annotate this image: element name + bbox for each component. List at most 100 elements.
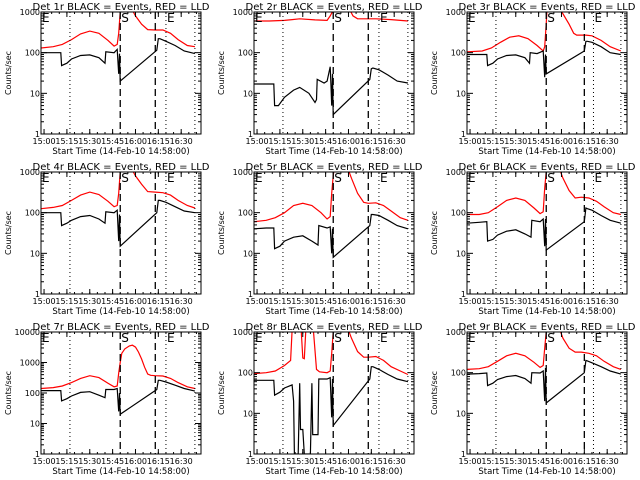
x-tick-label: 15:45 xyxy=(527,457,550,466)
y-tick-label: 1000 xyxy=(446,8,466,17)
x-tick-label: 15:15 xyxy=(481,137,504,146)
x-tick-label: 15:00 xyxy=(33,297,56,306)
panel-title: Det 9r BLACK = Events, RED = LLD xyxy=(459,322,636,333)
marker-label-e: E xyxy=(167,331,175,345)
y-tick-label: 10 xyxy=(243,409,253,418)
x-tick-label: 16:15 xyxy=(360,137,383,146)
events-series-line xyxy=(254,213,409,259)
panel-title: Det 2r BLACK = Events, RED = LLD xyxy=(246,2,423,13)
y-tick-label: 1 xyxy=(248,290,253,299)
x-tick-label: 15:30 xyxy=(504,297,527,306)
y-tick-label: 10 xyxy=(456,409,466,418)
y-axis-label: Counts/sec xyxy=(217,51,226,95)
x-tick-label: 16:30 xyxy=(383,137,406,146)
marker-label-e: E xyxy=(380,171,388,185)
y-axis-label: Counts/sec xyxy=(4,211,13,255)
y-tick-label: 10 xyxy=(243,249,253,258)
x-tick-label: 15:45 xyxy=(527,137,550,146)
y-tick-label: 100 xyxy=(25,389,40,398)
events-series-line xyxy=(41,38,196,83)
lld-series-line xyxy=(467,172,622,216)
x-tick-label: 16:30 xyxy=(170,457,193,466)
x-tick-label: 15:30 xyxy=(78,457,101,466)
y-tick-label: 1 xyxy=(461,450,466,459)
x-tick-label: 15:45 xyxy=(101,297,124,306)
x-tick-label: 15:45 xyxy=(314,457,337,466)
x-tick-label: 16:15 xyxy=(573,457,596,466)
y-axis-label: Counts/sec xyxy=(430,371,439,415)
y-axis-label: Counts/sec xyxy=(217,211,226,255)
y-tick-label: 100 xyxy=(238,209,253,218)
marker-label-s: S xyxy=(334,331,342,345)
x-tick-label: 16:00 xyxy=(550,457,573,466)
x-tick-label: 16:30 xyxy=(170,297,193,306)
y-tick-label: 1000 xyxy=(20,8,40,17)
y-tick-label: 1 xyxy=(461,130,466,139)
x-tick-label: 16:30 xyxy=(383,457,406,466)
marker-label-s: S xyxy=(547,171,555,185)
events-series-line xyxy=(254,366,409,454)
x-tick-label: 16:15 xyxy=(147,457,170,466)
x-axis-label: Start Time (14-Feb-10 14:58:00) xyxy=(265,467,402,477)
plot-frame xyxy=(40,171,202,295)
events-series-line xyxy=(41,199,195,248)
y-tick-label: 1000 xyxy=(233,328,253,337)
plot-frame xyxy=(40,331,202,455)
y-tick-label: 1000 xyxy=(20,359,40,368)
x-tick-label: 16:15 xyxy=(573,137,596,146)
y-tick-label: 10 xyxy=(30,420,40,429)
y-tick-label: 100 xyxy=(238,49,253,58)
x-axis-label: Start Time (14-Feb-10 14:58:00) xyxy=(478,467,615,477)
lld-series-line xyxy=(41,172,196,210)
y-tick-label: 10 xyxy=(456,89,466,98)
x-tick-label: 15:15 xyxy=(268,457,291,466)
plot-frame xyxy=(40,11,202,135)
panel-title: Det 3r BLACK = Events, RED = LLD xyxy=(459,2,636,13)
x-tick-label: 16:30 xyxy=(383,297,406,306)
y-tick-label: 1000 xyxy=(446,328,466,337)
marker-label-e: E xyxy=(167,171,175,185)
corner-marker-label: E xyxy=(42,331,50,345)
x-axis-label: Start Time (14-Feb-10 14:58:00) xyxy=(52,307,189,317)
plot-frame xyxy=(466,171,628,295)
x-tick-label: 16:00 xyxy=(124,137,147,146)
x-tick-label: 15:30 xyxy=(504,457,527,466)
x-axis-label: Start Time (14-Feb-10 14:58:00) xyxy=(52,467,189,477)
marker-label-s: S xyxy=(121,331,129,345)
y-tick-label: 1000 xyxy=(233,168,253,177)
x-tick-label: 15:15 xyxy=(55,137,78,146)
corner-marker-label: E xyxy=(468,331,476,345)
x-tick-label: 15:45 xyxy=(101,457,124,466)
x-tick-label: 16:15 xyxy=(147,297,170,306)
x-tick-label: 15:00 xyxy=(459,297,482,306)
x-tick-label: 16:15 xyxy=(147,137,170,146)
x-axis-label: Start Time (14-Feb-10 14:58:00) xyxy=(478,307,615,317)
corner-marker-label: E xyxy=(255,331,263,345)
x-tick-label: 16:30 xyxy=(596,457,619,466)
panel-title: Det 1r BLACK = Events, RED = LLD xyxy=(33,2,210,13)
x-tick-label: 15:15 xyxy=(55,297,78,306)
y-tick-label: 10000 xyxy=(15,328,40,337)
x-tick-label: 16:00 xyxy=(550,297,573,306)
x-tick-label: 15:00 xyxy=(246,457,269,466)
x-tick-label: 16:30 xyxy=(596,137,619,146)
corner-marker-label: E xyxy=(255,171,263,185)
x-tick-label: 15:45 xyxy=(101,137,124,146)
corner-marker-label: E xyxy=(255,11,263,25)
x-tick-label: 15:45 xyxy=(527,297,550,306)
lld-series-line xyxy=(254,12,408,22)
x-tick-label: 16:00 xyxy=(124,297,147,306)
y-tick-label: 1 xyxy=(248,130,253,139)
x-axis-label: Start Time (14-Feb-10 14:58:00) xyxy=(52,147,189,157)
y-tick-label: 10 xyxy=(243,89,253,98)
x-tick-label: 15:00 xyxy=(33,137,56,146)
y-tick-label: 1000 xyxy=(20,168,40,177)
x-tick-label: 16:00 xyxy=(337,137,360,146)
panel-title: Det 8r BLACK = Events, RED = LLD xyxy=(246,322,423,333)
y-tick-label: 1 xyxy=(35,130,40,139)
